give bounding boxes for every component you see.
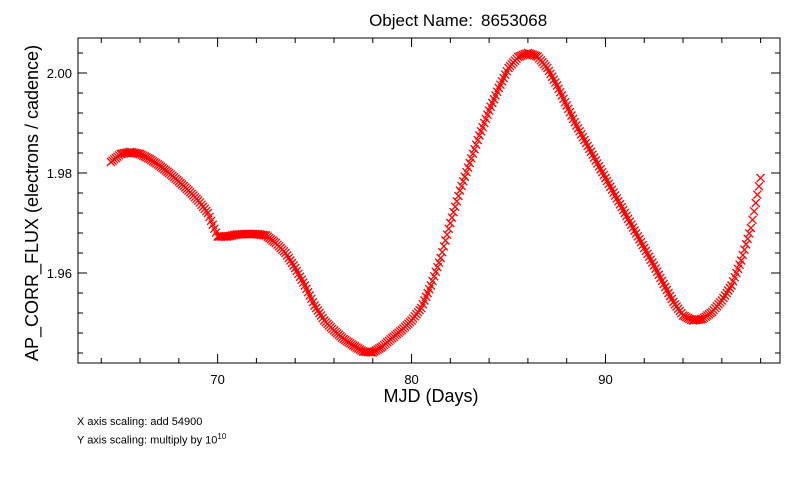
data-point [748, 215, 757, 225]
y-axis-scaling-text: Y axis scaling: multiply by 10 [77, 434, 218, 447]
data-point [736, 256, 746, 265]
data-point [523, 48, 533, 58]
data-point [258, 230, 268, 240]
data-point [529, 50, 539, 60]
data-point [526, 49, 536, 59]
x-axis-ticks: 70 80 90 [100, 38, 762, 387]
data-point [132, 148, 142, 158]
data-point [739, 245, 749, 255]
chart-title-value: 8653068 [481, 11, 547, 30]
data-point [444, 224, 454, 234]
data-point [441, 236, 450, 245]
data-point [741, 239, 751, 249]
data-point [746, 223, 756, 233]
x-axis-scaling-note: X axis scaling: add 54900 [77, 416, 203, 428]
y-tick-label: 1.98 [47, 166, 72, 181]
y-axis-scaling-exponent: 10 [217, 432, 227, 441]
data-point [133, 149, 143, 159]
x-tick-label: 90 [598, 372, 612, 387]
data-point [752, 190, 762, 200]
data-markers [106, 48, 766, 357]
data-point [751, 198, 761, 208]
x-tick-label: 70 [210, 372, 224, 387]
data-point [528, 50, 538, 60]
data-point [756, 173, 766, 183]
data-point [743, 234, 753, 244]
y-tick-label: 1.96 [47, 266, 72, 281]
data-point [449, 207, 459, 217]
data-point [453, 191, 463, 201]
data-point [442, 230, 452, 240]
data-point [452, 196, 462, 206]
y-tick-label: 2.00 [47, 66, 72, 81]
data-point [447, 213, 457, 223]
data-point [749, 206, 759, 216]
y-axis-scaling-note: Y axis scaling: multiply by 1010 [77, 432, 226, 447]
data-point [744, 228, 754, 238]
x-tick-label: 80 [404, 372, 418, 387]
data-point [738, 250, 748, 260]
x-axis-label: MJD (Days) [384, 386, 479, 406]
data-point [366, 347, 376, 357]
data-point [694, 315, 704, 324]
data-point [450, 202, 460, 212]
y-axis-ticks: 1.96 1.98 2.00 [47, 52, 780, 354]
data-point [754, 181, 764, 191]
plot-frame [77, 37, 781, 364]
data-point [439, 241, 449, 251]
data-point [436, 253, 446, 263]
data-point [525, 49, 534, 59]
data-point [445, 218, 455, 228]
data-point [437, 247, 447, 257]
y-axis-label: AP_CORR_FLUX (electrons / cadence) [22, 45, 43, 361]
chart-title-label: Object Name: [369, 11, 473, 30]
